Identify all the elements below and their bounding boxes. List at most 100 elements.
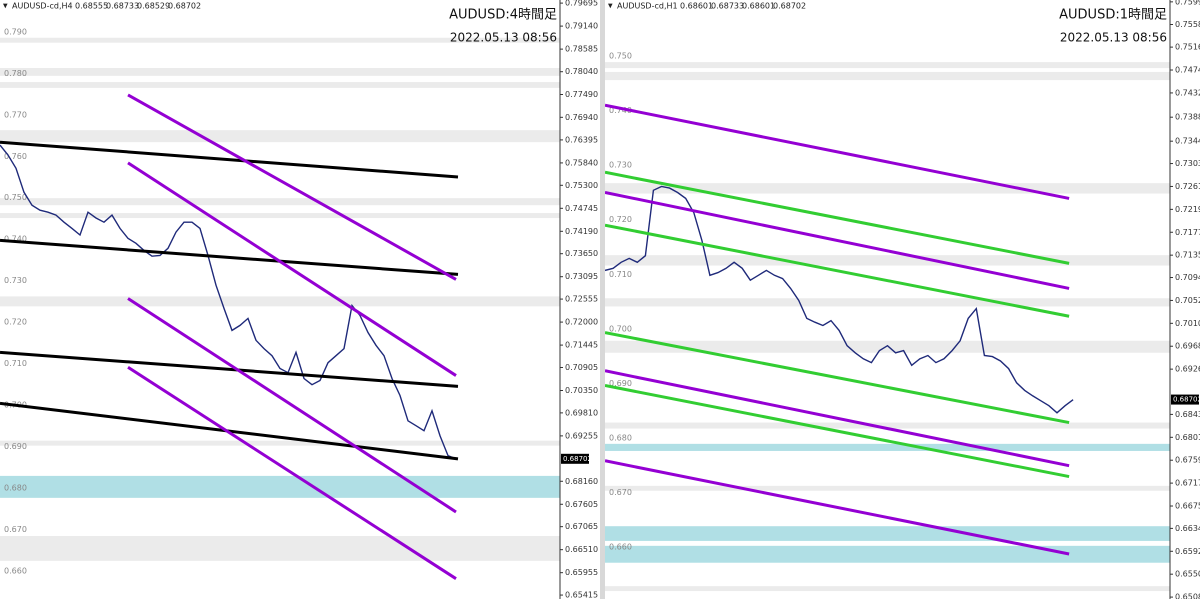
y-tick-label: 0.65955 — [565, 568, 598, 577]
y-tick-label: 0.75580 — [1175, 20, 1200, 29]
price-zone — [605, 586, 1170, 592]
ohlc-value: 0.68702 — [773, 2, 806, 11]
trend-line — [605, 369, 1070, 468]
symbol-title: AUDUSD-cd,H1 — [617, 2, 678, 11]
trend-line — [605, 459, 1070, 556]
y-tick-label: 0.79140 — [565, 22, 598, 31]
y-tick-label: 0.69680 — [1175, 342, 1200, 351]
y-tick-label: 0.75995 — [1175, 0, 1200, 6]
plot-area: 0.750 0.740 0.730 0.720 0.710 0.700 0.690 0.680… — [605, 52, 1170, 592]
y-tick-label: 0.78040 — [565, 67, 598, 76]
trend-line — [605, 223, 1070, 318]
y-tick-label: 0.69810 — [565, 408, 598, 417]
price-level-label: 0.740 — [609, 106, 632, 115]
price-zone — [0, 82, 560, 88]
y-tick-label: 0.70100 — [1175, 319, 1200, 328]
y-tick-label: 0.73095 — [565, 272, 598, 281]
price-level-label: 0.720 — [4, 318, 27, 327]
y-tick-label: 0.73030 — [1175, 159, 1200, 168]
timestamp: 2022.05.13 08:56 — [1060, 31, 1167, 45]
price-zone — [605, 422, 1170, 429]
ohlc-value: 0.68529 — [137, 2, 170, 11]
y-tick-label: 0.70350 — [565, 386, 598, 395]
y-tick-label: 0.66510 — [565, 545, 598, 554]
y-tick-label: 0.75840 — [565, 158, 598, 167]
trend-line — [0, 140, 459, 179]
price-level-label: 0.700 — [609, 324, 632, 333]
y-tick-label: 0.68160 — [565, 477, 598, 486]
y-tick-label: 0.76395 — [565, 135, 598, 144]
price-level-label: 0.710 — [4, 359, 27, 368]
price-line — [0, 144, 457, 460]
price-zone — [0, 37, 560, 43]
y-tick-label: 0.78585 — [565, 45, 598, 54]
trend-line — [127, 93, 457, 281]
y-tick-label: 0.72555 — [565, 295, 598, 304]
trend-line — [127, 297, 457, 514]
price-zone — [605, 443, 1170, 451]
y-tick-label: 0.76940 — [565, 113, 598, 122]
y-tick-label: 0.77490 — [565, 90, 598, 99]
y-tick-label: 0.74745 — [1175, 66, 1200, 75]
trend-line — [605, 190, 1070, 290]
price-level-label: 0.790 — [4, 27, 27, 36]
price-level-label: 0.660 — [609, 542, 632, 551]
y-tick-label: 0.71350 — [1175, 251, 1200, 260]
trend-line — [605, 103, 1070, 200]
price-zone — [605, 255, 1170, 266]
price-zone — [0, 440, 560, 446]
chart-panel: 0.790 0.780 0.770 0.760 0.750 0.740 0.730 0.720… — [0, 0, 598, 599]
price-level-label: 0.660 — [4, 566, 27, 575]
price-zone — [0, 475, 560, 498]
y-tick-label: 0.69260 — [1175, 365, 1200, 374]
current-price-label: 0.68702 — [1173, 396, 1200, 404]
price-zone — [0, 213, 560, 219]
trend-line — [0, 350, 459, 388]
current-price-box — [1171, 394, 1199, 405]
y-tick-label: 0.74190 — [565, 227, 598, 236]
y-tick-label: 0.66340 — [1175, 524, 1200, 533]
y-tick-label: 0.73650 — [565, 249, 598, 258]
price-level-label: 0.670 — [609, 488, 632, 497]
y-tick-label: 0.75300 — [565, 181, 598, 190]
ohlc-value: 0.68555 — [75, 2, 108, 11]
y-tick-label: 0.73440 — [1175, 137, 1200, 146]
trend-line — [127, 161, 457, 377]
dropdown-icon: ▼ — [3, 3, 8, 10]
y-tick-label: 0.68430 — [1175, 410, 1200, 419]
y-tick-label: 0.68010 — [1175, 433, 1200, 442]
trend-line — [605, 384, 1070, 479]
ohlc-value: 0.68733 — [711, 2, 744, 11]
y-tick-label: 0.67590 — [1175, 456, 1200, 465]
ohlc-value: 0.68601 — [680, 2, 713, 11]
y-tick-label: 0.66750 — [1175, 502, 1200, 511]
y-tick-label: 0.72000 — [565, 318, 598, 327]
ohlc-value: 0.68702 — [168, 2, 201, 11]
price-level-label: 0.710 — [609, 270, 632, 279]
price-zone — [605, 71, 1170, 81]
ohlc-value: 0.68601 — [742, 2, 775, 11]
trend-line — [0, 238, 459, 276]
price-zone — [605, 62, 1170, 69]
current-price-box — [561, 453, 589, 464]
timestamp: 2022.05.13 08:56 — [450, 31, 557, 45]
y-tick-label: 0.74325 — [1175, 88, 1200, 97]
price-level-label: 0.670 — [4, 525, 27, 534]
price-level-label: 0.750 — [609, 52, 632, 61]
price-level-label: 0.680 — [609, 433, 632, 442]
symbol-title: AUDUSD-cd,H4 — [12, 2, 73, 11]
price-level-label: 0.760 — [4, 152, 27, 161]
price-zone — [0, 67, 560, 76]
y-tick-label: 0.72190 — [1175, 205, 1200, 214]
y-tick-label: 0.70940 — [1175, 273, 1200, 282]
y-tick-label: 0.65500 — [1175, 570, 1200, 579]
y-tick-label: 0.72610 — [1175, 182, 1200, 191]
y-tick-label: 0.67065 — [565, 522, 598, 531]
price-zone — [605, 485, 1170, 491]
y-tick-label: 0.75165 — [1175, 43, 1200, 52]
y-tick-label: 0.71445 — [565, 341, 598, 350]
price-level-label: 0.730 — [609, 161, 632, 170]
overlay-title: AUDUSD:1時間足 — [1059, 8, 1167, 23]
price-level-label: 0.770 — [4, 110, 27, 119]
